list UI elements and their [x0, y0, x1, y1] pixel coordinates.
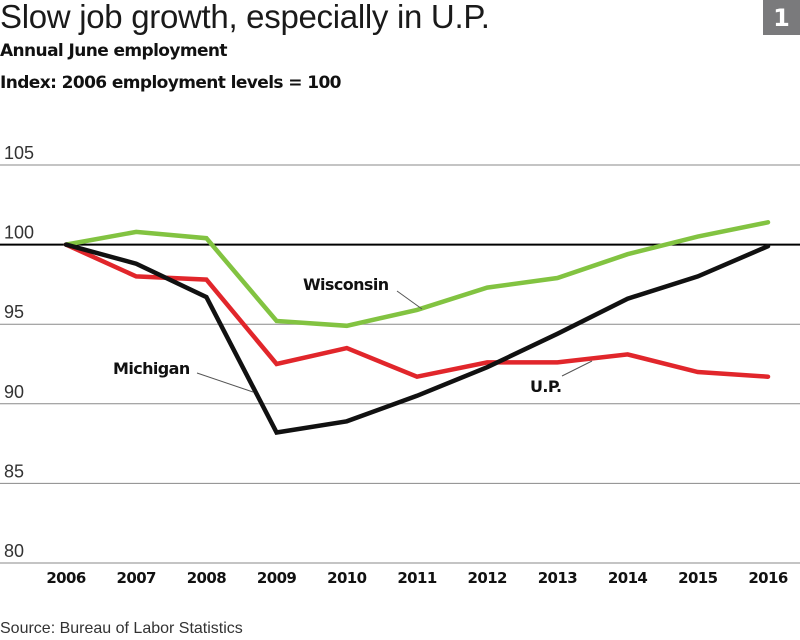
michigan-label: Michigan [113, 359, 190, 378]
y-tick-label-100: 100 [4, 223, 34, 243]
x-tick-label-2007: 2007 [117, 569, 157, 587]
series-line-wisconsin [63, 220, 771, 329]
series-annotations: Wisconsin Michigan U.P. [113, 275, 593, 396]
up-leader-line [561, 360, 593, 377]
up-label: U.P. [530, 377, 562, 396]
x-axis-ticks: 2006 2007 2008 2009 2010 2011 2012 2013 2014 2015… [46, 569, 788, 587]
x-tick-label-2016: 2016 [748, 569, 788, 587]
x-tick-label-2012: 2012 [468, 569, 508, 587]
x-tick-label-2013: 2013 [538, 569, 578, 587]
x-tick-label-2015: 2015 [678, 569, 718, 587]
x-tick-label-2011: 2011 [397, 569, 437, 587]
x-tick-label-2006: 2006 [46, 569, 86, 587]
wisconsin-label: Wisconsin [303, 275, 389, 294]
michigan-leader-line [196, 372, 254, 393]
wisconsin-leader-line [396, 290, 423, 310]
y-tick-label-95: 95 [4, 302, 24, 322]
index-note: Index: 2006 employment levels = 100 [0, 73, 342, 93]
y-tick-label-85: 85 [4, 461, 24, 481]
series-lines [63, 220, 771, 435]
source-note: Source: Bureau of Labor Statistics [0, 620, 243, 637]
y-axis-ticks: 80 85 90 95 100 105 [4, 143, 34, 561]
y-tick-label-105: 105 [4, 143, 34, 163]
figure-number-badge: 1 [763, 0, 800, 35]
x-tick-label-2010: 2010 [327, 569, 367, 587]
chart-title: Slow job growth, especially in U.P. [0, 0, 490, 35]
y-tick-label-90: 90 [4, 382, 24, 402]
x-tick-label-2009: 2009 [257, 569, 297, 587]
x-tick-label-2014: 2014 [608, 569, 648, 587]
y-tick-label-80: 80 [4, 541, 24, 561]
x-tick-label-2008: 2008 [187, 569, 227, 587]
chart-subtitle: Annual June employment [0, 41, 228, 61]
series-line-michigan [63, 242, 771, 435]
